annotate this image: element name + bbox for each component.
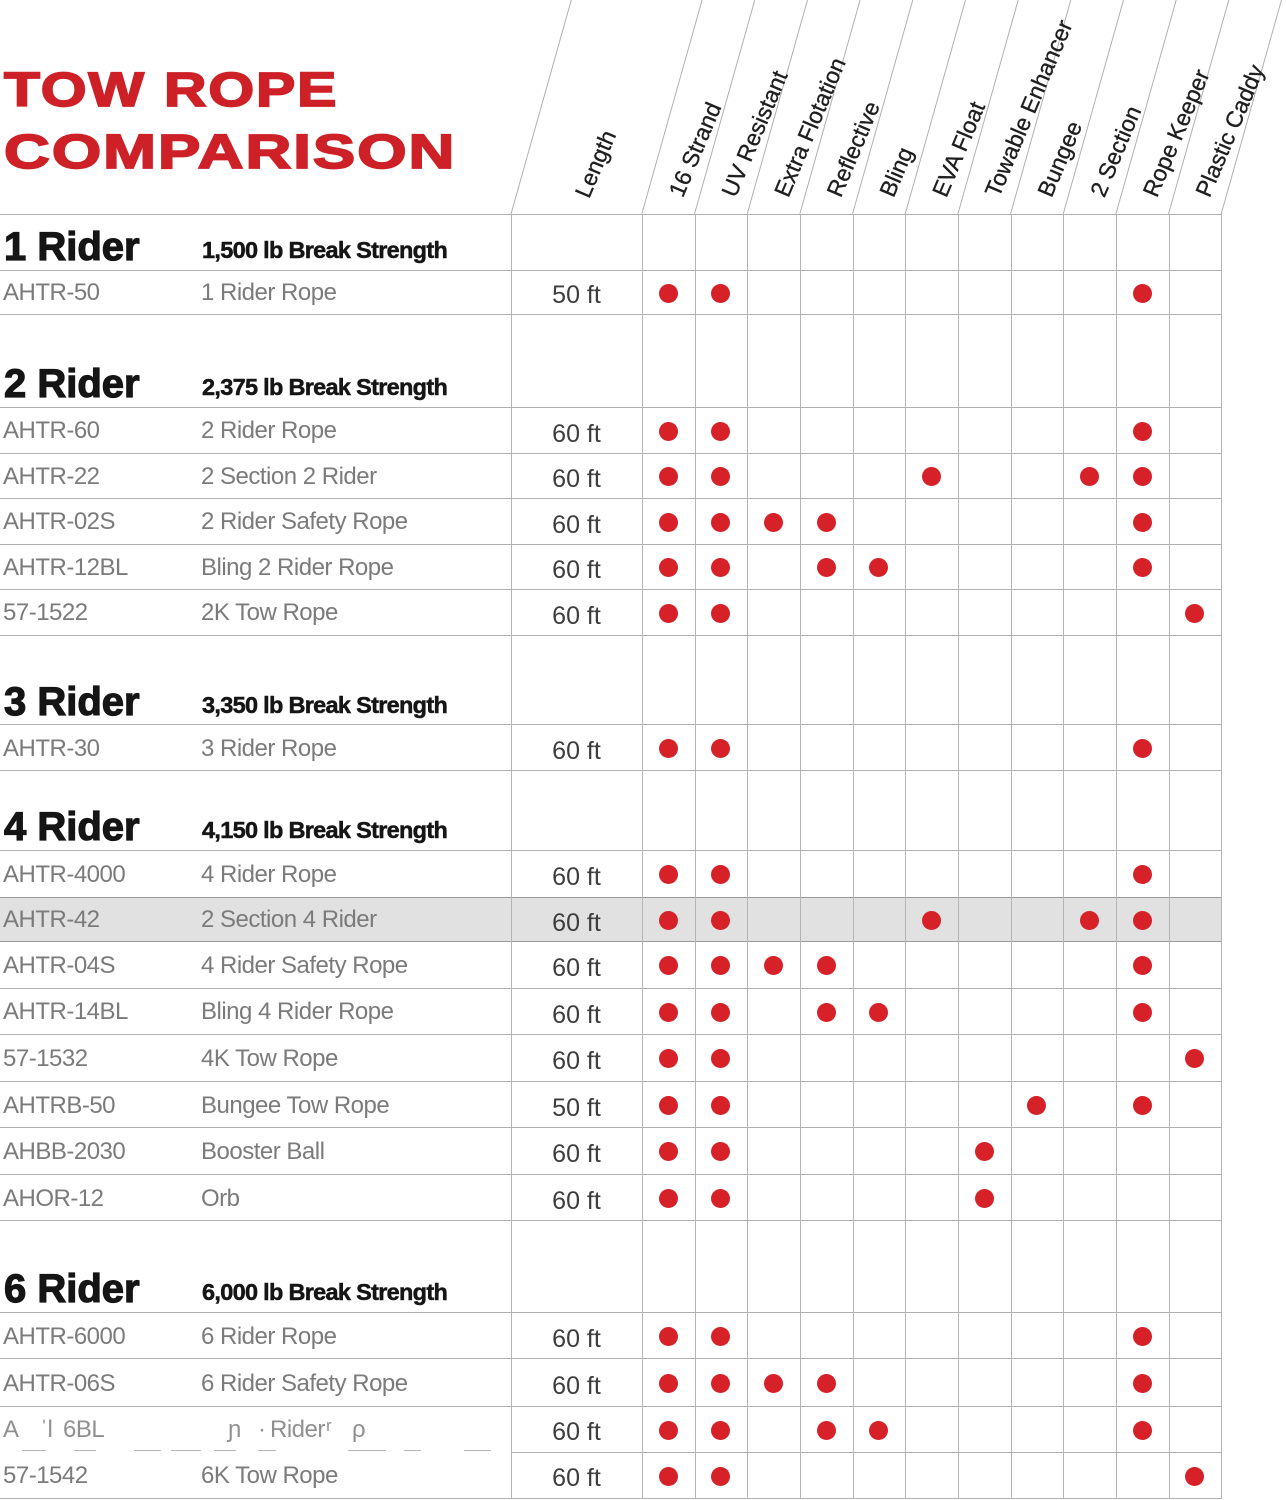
- svg-text:Bling: Bling: [874, 143, 918, 200]
- svg-text:2 Section: 2 Section: [1085, 102, 1146, 200]
- svg-text:Length: Length: [570, 126, 621, 201]
- svg-text:Bungee: Bungee: [1032, 117, 1087, 200]
- svg-text:Reflective: Reflective: [821, 97, 884, 200]
- svg-text:16 Strand: 16 Strand: [663, 98, 726, 200]
